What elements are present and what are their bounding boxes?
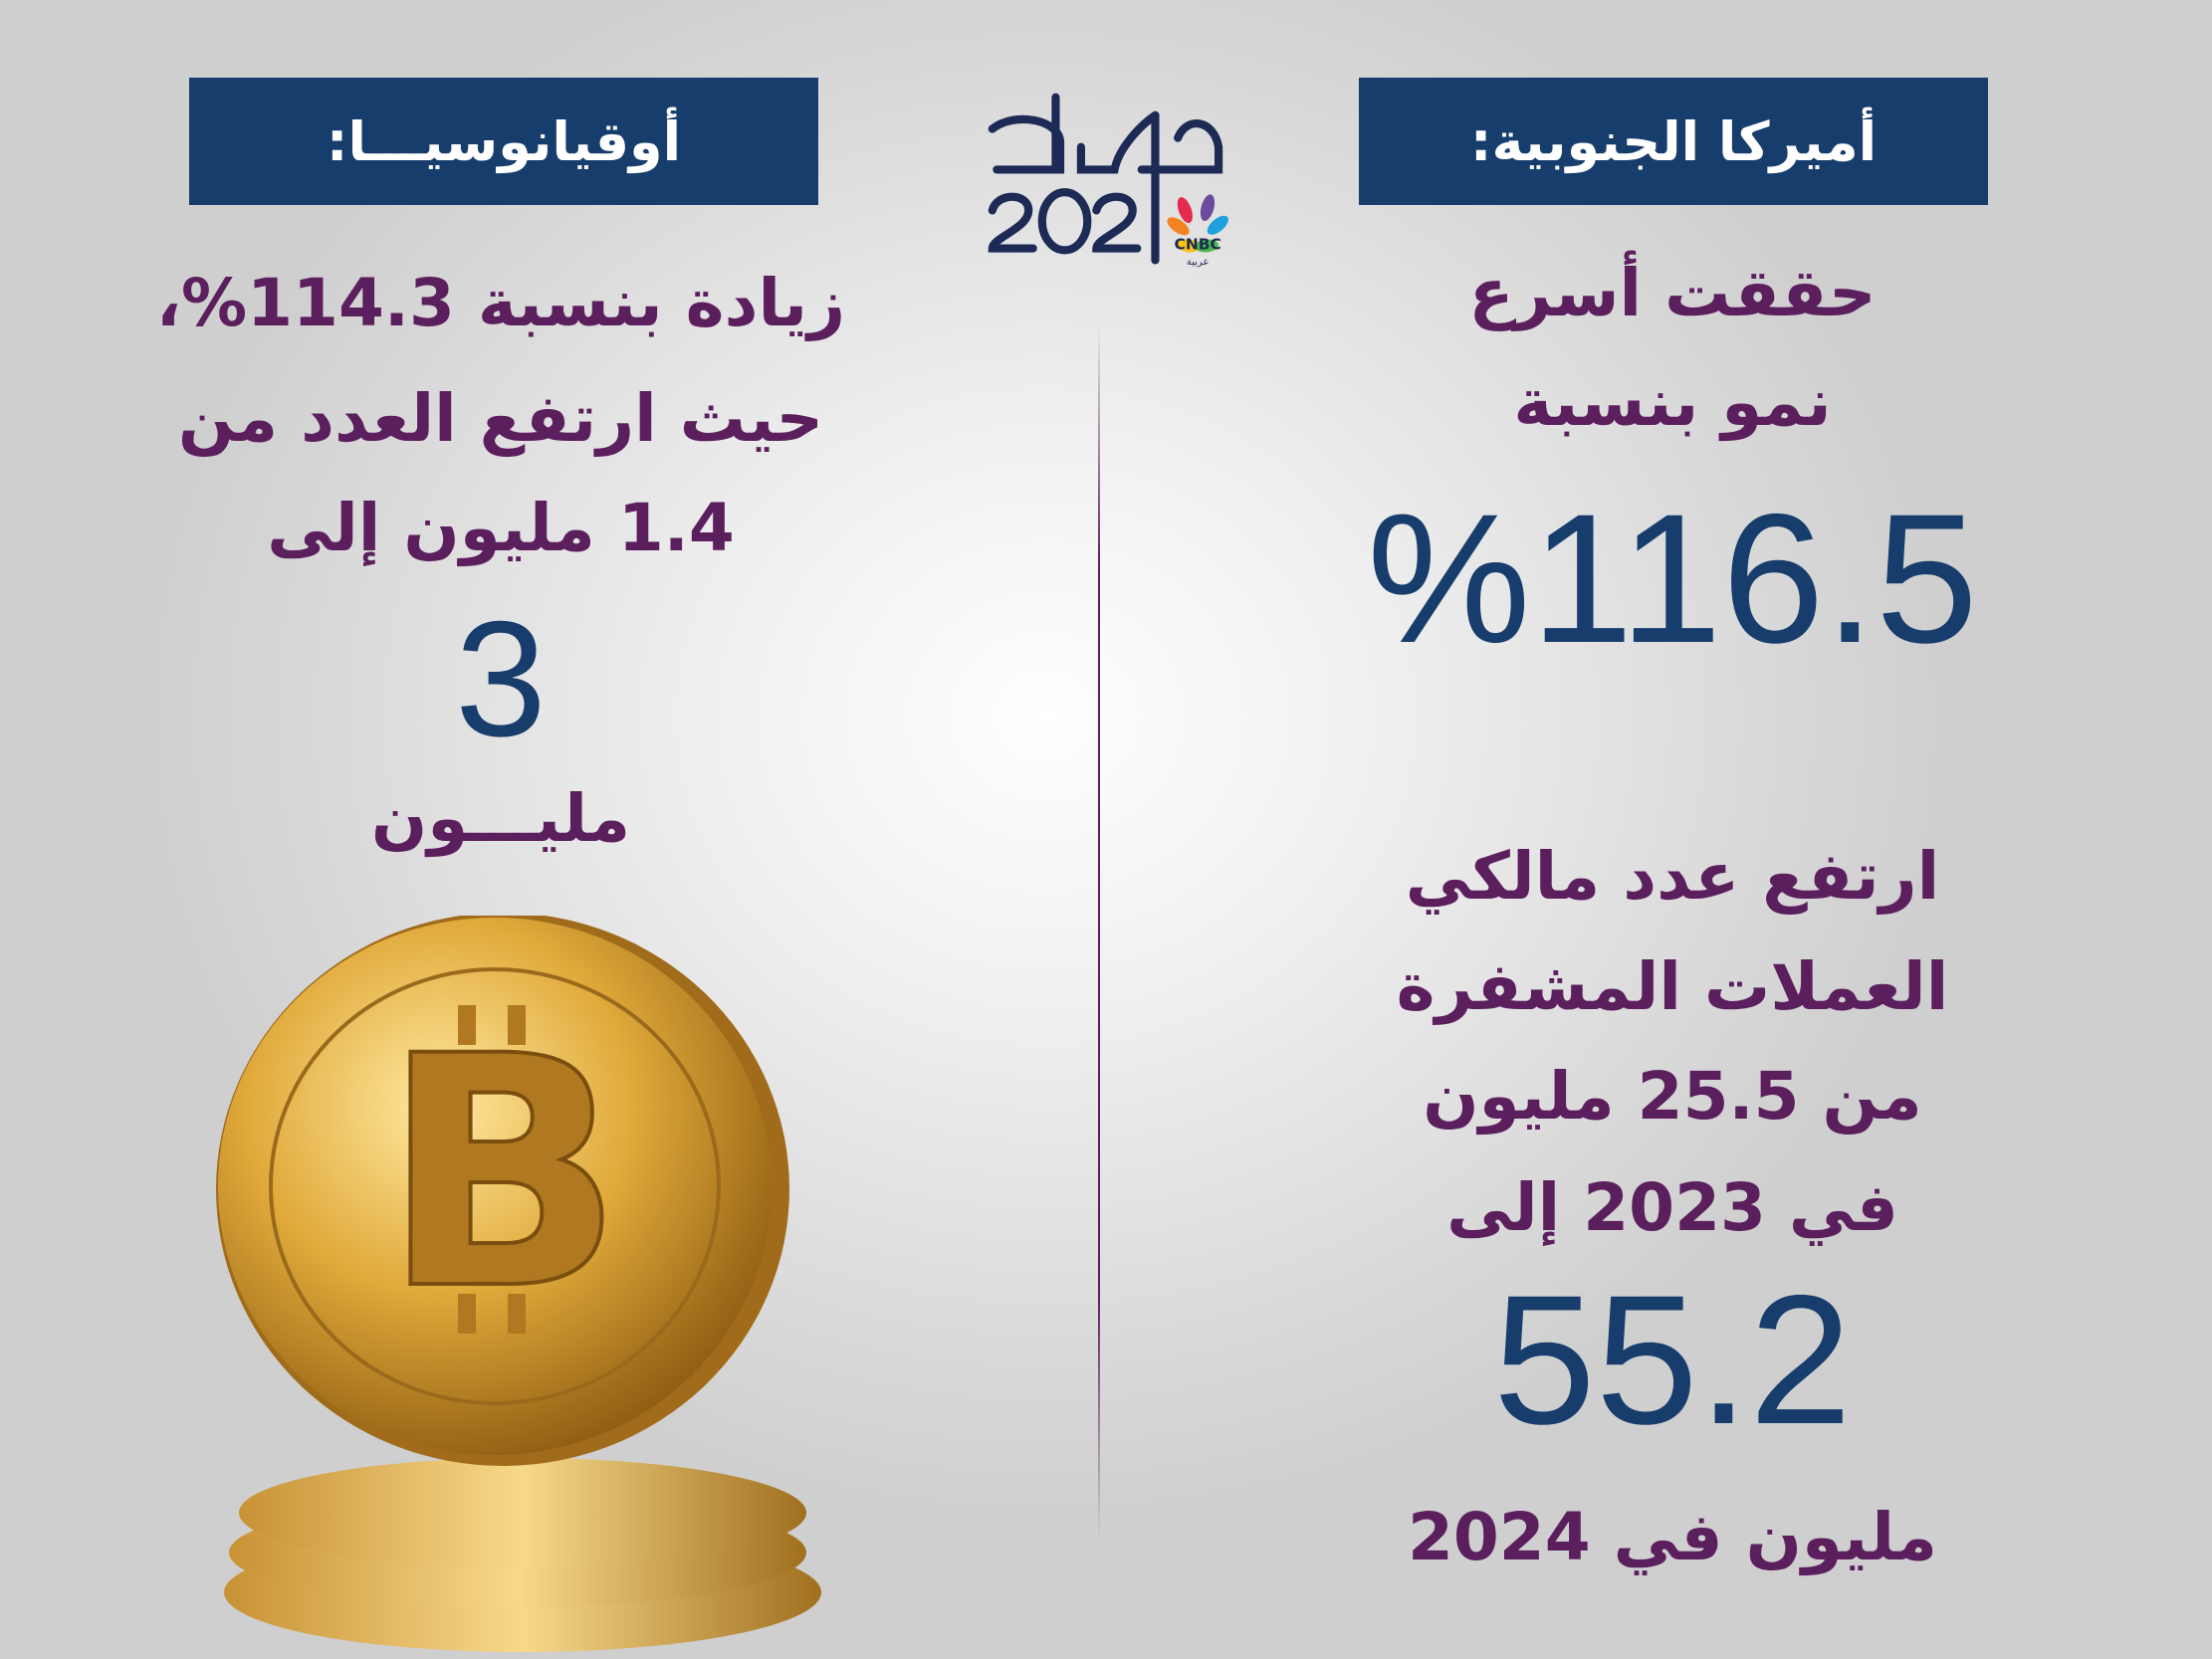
svg-text:B: B (381, 989, 624, 1359)
south-america-line-4: العملات المشفرة (1396, 948, 1949, 1025)
oceania-line-2: حيث ارتفع العدد من (177, 380, 824, 457)
hasad-2024-cnbc-logo: CNBC عربية (988, 93, 1228, 268)
oceania-unit: مليـــون (370, 780, 631, 857)
svg-text:CNBC: CNBC (1175, 235, 1221, 253)
south-america-line-3: ارتفع عدد مالكي (1405, 838, 1940, 915)
oceania-line-3: 1.4 مليون إلى (267, 490, 735, 566)
south-america-line-2: نمو بنسبة (1513, 364, 1832, 441)
south-america-big-number: 55.2 (1492, 1258, 1853, 1463)
south-america-footer: مليون في 2024 (1407, 1499, 1938, 1575)
south-america-line-1: حققت أسرع (1468, 255, 1877, 331)
svg-text:عربية: عربية (1187, 257, 1210, 268)
south-america-line-6: في 2023 إلى (1446, 1169, 1898, 1246)
divider-line (1098, 324, 1100, 1539)
oceania-header-text: أوقيانوسيـــا: (326, 109, 682, 173)
south-america-percent: %116.5 (1367, 477, 1978, 682)
oceania-header: أوقيانوسيـــا: (189, 78, 818, 205)
south-america-header: أميركا الجنوبية: (1359, 78, 1988, 205)
oceania-big-number: 3 (455, 587, 547, 770)
bitcoin-coin-stack-icon: B (216, 916, 821, 1652)
south-america-line-5: من 25.5 مليون (1423, 1058, 1922, 1135)
south-america-header-text: أميركا الجنوبية: (1469, 109, 1878, 173)
oceania-line-1: زيادة بنسبة 114.3%، (155, 265, 846, 341)
